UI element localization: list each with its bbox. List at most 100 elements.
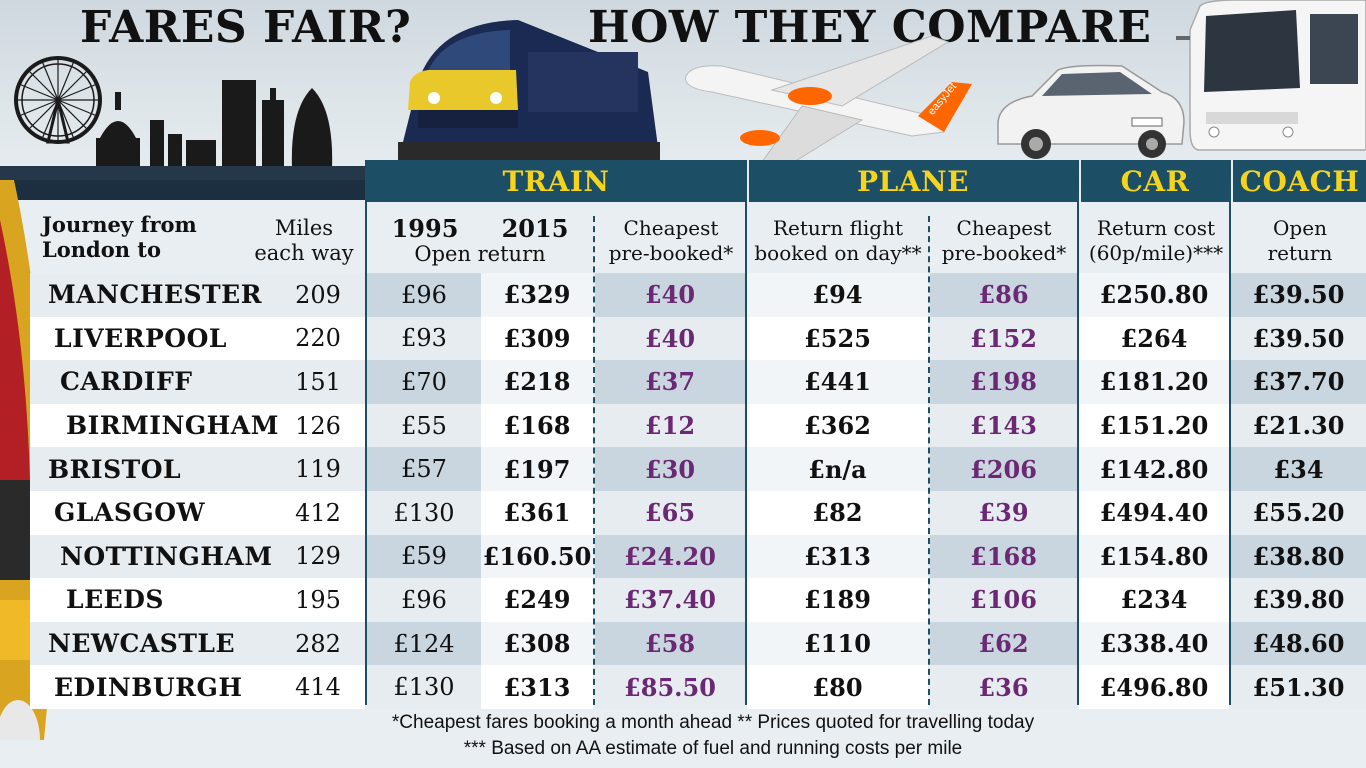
cell-city: CARDIFF bbox=[60, 367, 193, 397]
column-header-plane-return: Return flight booked on day** bbox=[754, 216, 922, 265]
divider-plane-car bbox=[1077, 160, 1079, 705]
cell-train-1995: £130 bbox=[367, 491, 481, 535]
cell-plane-cheapest: £143 bbox=[930, 403, 1077, 448]
hero-banner: FARES FAIR? HOW THEY COMPARE easyJet bbox=[0, 0, 1366, 200]
cell-coach-open: £37.70 bbox=[1231, 360, 1366, 404]
divider-train-left bbox=[365, 160, 367, 705]
cell-coach-open: £21.30 bbox=[1231, 403, 1366, 448]
column-header-train-cheapest: Cheapest pre-booked* bbox=[608, 216, 734, 265]
group-header-coach: COACH bbox=[1233, 160, 1366, 202]
cell-miles: 412 bbox=[295, 498, 341, 527]
cell-plane-cheapest: £36 bbox=[930, 665, 1077, 709]
cell-miles: 129 bbox=[295, 542, 341, 571]
cell-plane-cheapest: £86 bbox=[930, 273, 1077, 317]
cell-train-2015: £361 bbox=[481, 491, 593, 535]
column-header-car-cost: Return cost (60p/mile)*** bbox=[1088, 216, 1224, 265]
cell-train-cheapest: £30 bbox=[595, 447, 745, 491]
column-header-coach-open: Open return bbox=[1267, 216, 1333, 265]
divider-train-plane bbox=[745, 160, 747, 705]
cell-train-cheapest: £40 bbox=[595, 316, 745, 361]
cell-plane-on-day: £525 bbox=[747, 316, 928, 361]
column-header-open-return: Open return bbox=[414, 242, 546, 266]
cell-train-2015: £218 bbox=[481, 360, 593, 404]
cell-coach-open: £39.50 bbox=[1231, 316, 1366, 361]
cell-city: LEEDS bbox=[66, 585, 164, 615]
cell-plane-cheapest: £152 bbox=[930, 316, 1077, 361]
cell-plane-cheapest: £106 bbox=[930, 578, 1077, 622]
group-header-plane: PLANE bbox=[749, 160, 1077, 202]
table-row: BIRMINGHAM 126 £55 £168 £12 £362 £143 £151.20 £2… bbox=[30, 403, 1366, 448]
divider-dashed-train bbox=[593, 216, 595, 705]
cell-train-1995: £55 bbox=[367, 403, 481, 448]
cell-city: NEWCASTLE bbox=[48, 629, 236, 659]
column-header-2015: 2015 bbox=[501, 214, 569, 243]
cell-train-2015: £313 bbox=[481, 665, 593, 709]
cell-train-cheapest: £85.50 bbox=[595, 665, 745, 709]
cell-coach-open: £38.80 bbox=[1231, 534, 1366, 579]
cell-train-2015: £160.50 bbox=[481, 534, 593, 579]
cell-train-cheapest: £12 bbox=[595, 403, 745, 448]
table-row: EDINBURGH 414 £130 £313 £85.50 £80 £36 £496.80 £… bbox=[30, 665, 1366, 709]
table-row: CARDIFF 151 £70 £218 £37 £441 £198 £181.20 £37.7… bbox=[30, 360, 1366, 404]
column-header-1995: 1995 bbox=[391, 214, 459, 243]
cell-train-2015: £308 bbox=[481, 621, 593, 666]
cell-miles: 282 bbox=[295, 629, 341, 658]
cell-car-cost: £142.80 bbox=[1079, 447, 1229, 491]
cell-car-cost: £250.80 bbox=[1079, 273, 1229, 317]
cell-coach-open: £39.80 bbox=[1231, 578, 1366, 622]
cell-city: LIVERPOOL bbox=[54, 323, 227, 353]
cell-train-2015: £249 bbox=[481, 578, 593, 622]
cell-train-cheapest: £58 bbox=[595, 621, 745, 666]
cell-train-2015: £329 bbox=[481, 273, 593, 317]
cell-city: MANCHESTER bbox=[48, 280, 262, 310]
cell-train-cheapest: £40 bbox=[595, 273, 745, 317]
train-illustration bbox=[398, 20, 660, 162]
cell-plane-cheapest: £62 bbox=[930, 621, 1077, 666]
cell-car-cost: £264 bbox=[1079, 316, 1229, 361]
cell-coach-open: £51.30 bbox=[1231, 665, 1366, 709]
cell-car-cost: £154.80 bbox=[1079, 534, 1229, 579]
cell-car-cost: £181.20 bbox=[1079, 360, 1229, 404]
cell-plane-on-day: £362 bbox=[747, 403, 928, 448]
cell-miles: 209 bbox=[295, 280, 341, 309]
cell-coach-open: £34 bbox=[1231, 447, 1366, 491]
cell-plane-on-day: £110 bbox=[747, 621, 928, 666]
cell-coach-open: £39.50 bbox=[1231, 273, 1366, 317]
cell-car-cost: £234 bbox=[1079, 578, 1229, 622]
cell-train-cheapest: £24.20 bbox=[595, 534, 745, 579]
car-illustration bbox=[997, 64, 1185, 159]
cell-car-cost: £494.40 bbox=[1079, 491, 1229, 535]
table-row: LEEDS 195 £96 £249 £37.40 £189 £106 £234 £39.80 bbox=[30, 578, 1366, 622]
cell-train-1995: £124 bbox=[367, 621, 481, 666]
table-row: NOTTINGHAM 129 £59 £160.50 £24.20 £313 £168 £15… bbox=[30, 534, 1366, 579]
cell-plane-on-day: £82 bbox=[747, 491, 928, 535]
cell-city: GLASGOW bbox=[54, 498, 206, 528]
cell-train-1995: £70 bbox=[367, 360, 481, 404]
cell-plane-cheapest: £168 bbox=[930, 534, 1077, 579]
column-header-journey: Journey from London to bbox=[42, 212, 197, 262]
table-row: GLASGOW 412 £130 £361 £65 £82 £39 £494.40 £55.20 bbox=[30, 491, 1366, 535]
fare-comparison-table: TRAIN PLANE CAR COACH Journey from Londo… bbox=[30, 160, 1366, 768]
cell-plane-cheapest: £198 bbox=[930, 360, 1077, 404]
column-header-plane-cheapest: Cheapest pre-booked* bbox=[941, 216, 1067, 265]
cell-train-1995: £93 bbox=[367, 316, 481, 361]
cell-train-2015: £197 bbox=[481, 447, 593, 491]
cell-plane-on-day: £441 bbox=[747, 360, 928, 404]
plane-illustration: easyJet bbox=[685, 36, 972, 179]
cell-train-1995: £59 bbox=[367, 534, 481, 579]
cell-train-cheapest: £37.40 bbox=[595, 578, 745, 622]
column-header-miles: Miles each way bbox=[254, 216, 354, 265]
cell-plane-cheapest: £39 bbox=[930, 491, 1077, 535]
divider-car-coach bbox=[1229, 160, 1231, 705]
cell-plane-on-day: £189 bbox=[747, 578, 928, 622]
cell-city: EDINBURGH bbox=[54, 672, 243, 702]
cell-train-cheapest: £65 bbox=[595, 491, 745, 535]
table-row: LIVERPOOL 220 £93 £309 £40 £525 £152 £264 £39.50 bbox=[30, 316, 1366, 361]
group-header-train: TRAIN bbox=[367, 160, 745, 202]
cell-car-cost: £496.80 bbox=[1079, 665, 1229, 709]
cell-city: BIRMINGHAM bbox=[66, 411, 279, 441]
cell-city: BRISTOL bbox=[48, 454, 182, 484]
cell-miles: 195 bbox=[295, 585, 341, 614]
cell-plane-on-day: £80 bbox=[747, 665, 928, 709]
cell-plane-on-day: £n/a bbox=[747, 447, 928, 491]
